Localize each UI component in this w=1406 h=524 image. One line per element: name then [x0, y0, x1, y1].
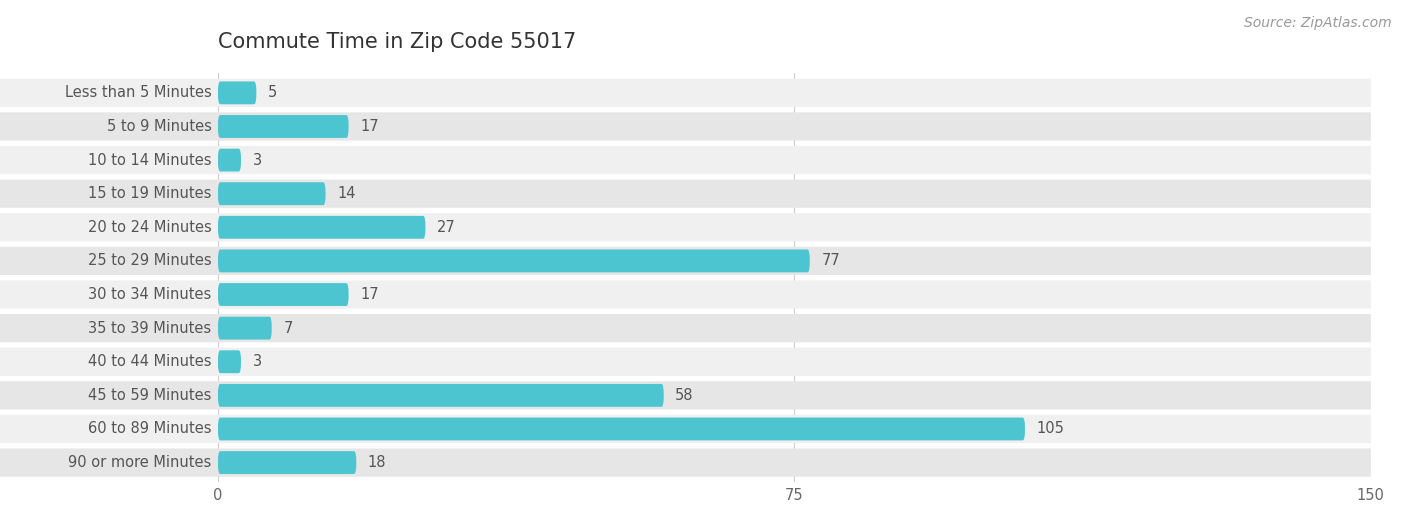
Text: 3: 3 — [253, 354, 262, 369]
Text: 17: 17 — [360, 119, 378, 134]
Text: 3: 3 — [253, 152, 262, 168]
FancyBboxPatch shape — [218, 249, 810, 272]
Text: 27: 27 — [437, 220, 456, 235]
FancyBboxPatch shape — [0, 347, 218, 376]
Text: 7: 7 — [283, 321, 292, 336]
FancyBboxPatch shape — [218, 351, 240, 373]
FancyBboxPatch shape — [218, 384, 664, 407]
FancyBboxPatch shape — [218, 415, 1371, 443]
FancyBboxPatch shape — [218, 247, 1371, 275]
FancyBboxPatch shape — [218, 347, 1371, 376]
FancyBboxPatch shape — [0, 247, 218, 275]
FancyBboxPatch shape — [218, 146, 1371, 174]
FancyBboxPatch shape — [0, 213, 218, 242]
Text: 90 or more Minutes: 90 or more Minutes — [67, 455, 211, 470]
Text: 35 to 39 Minutes: 35 to 39 Minutes — [89, 321, 211, 336]
FancyBboxPatch shape — [218, 449, 1371, 477]
Text: 105: 105 — [1036, 421, 1064, 436]
FancyBboxPatch shape — [218, 283, 349, 306]
FancyBboxPatch shape — [218, 180, 1371, 208]
FancyBboxPatch shape — [218, 213, 1371, 242]
Text: 40 to 44 Minutes: 40 to 44 Minutes — [89, 354, 211, 369]
Text: 20 to 24 Minutes: 20 to 24 Minutes — [87, 220, 211, 235]
Text: 45 to 59 Minutes: 45 to 59 Minutes — [89, 388, 211, 403]
FancyBboxPatch shape — [0, 146, 218, 174]
Text: Less than 5 Minutes: Less than 5 Minutes — [65, 85, 211, 101]
Text: 25 to 29 Minutes: 25 to 29 Minutes — [87, 254, 211, 268]
FancyBboxPatch shape — [0, 314, 218, 342]
FancyBboxPatch shape — [0, 449, 218, 477]
FancyBboxPatch shape — [218, 81, 256, 104]
Text: 5: 5 — [269, 85, 277, 101]
FancyBboxPatch shape — [218, 115, 349, 138]
FancyBboxPatch shape — [218, 451, 356, 474]
FancyBboxPatch shape — [218, 381, 1371, 409]
Text: 17: 17 — [360, 287, 378, 302]
Text: 18: 18 — [368, 455, 387, 470]
Text: 60 to 89 Minutes: 60 to 89 Minutes — [89, 421, 211, 436]
FancyBboxPatch shape — [218, 149, 240, 171]
FancyBboxPatch shape — [0, 112, 218, 140]
Text: Source: ZipAtlas.com: Source: ZipAtlas.com — [1244, 16, 1392, 30]
Text: 14: 14 — [337, 186, 356, 201]
FancyBboxPatch shape — [218, 182, 326, 205]
FancyBboxPatch shape — [0, 79, 218, 107]
FancyBboxPatch shape — [0, 415, 218, 443]
FancyBboxPatch shape — [218, 216, 426, 239]
FancyBboxPatch shape — [0, 180, 218, 208]
Text: 5 to 9 Minutes: 5 to 9 Minutes — [107, 119, 211, 134]
Text: 15 to 19 Minutes: 15 to 19 Minutes — [89, 186, 211, 201]
FancyBboxPatch shape — [218, 314, 1371, 342]
FancyBboxPatch shape — [0, 381, 218, 409]
FancyBboxPatch shape — [218, 280, 1371, 309]
FancyBboxPatch shape — [218, 316, 271, 340]
Text: 30 to 34 Minutes: 30 to 34 Minutes — [89, 287, 211, 302]
FancyBboxPatch shape — [218, 79, 1371, 107]
FancyBboxPatch shape — [218, 112, 1371, 140]
Text: 10 to 14 Minutes: 10 to 14 Minutes — [89, 152, 211, 168]
FancyBboxPatch shape — [218, 418, 1025, 440]
Text: 58: 58 — [675, 388, 693, 403]
FancyBboxPatch shape — [0, 280, 218, 309]
Text: Commute Time in Zip Code 55017: Commute Time in Zip Code 55017 — [218, 32, 576, 52]
Text: 77: 77 — [821, 254, 839, 268]
